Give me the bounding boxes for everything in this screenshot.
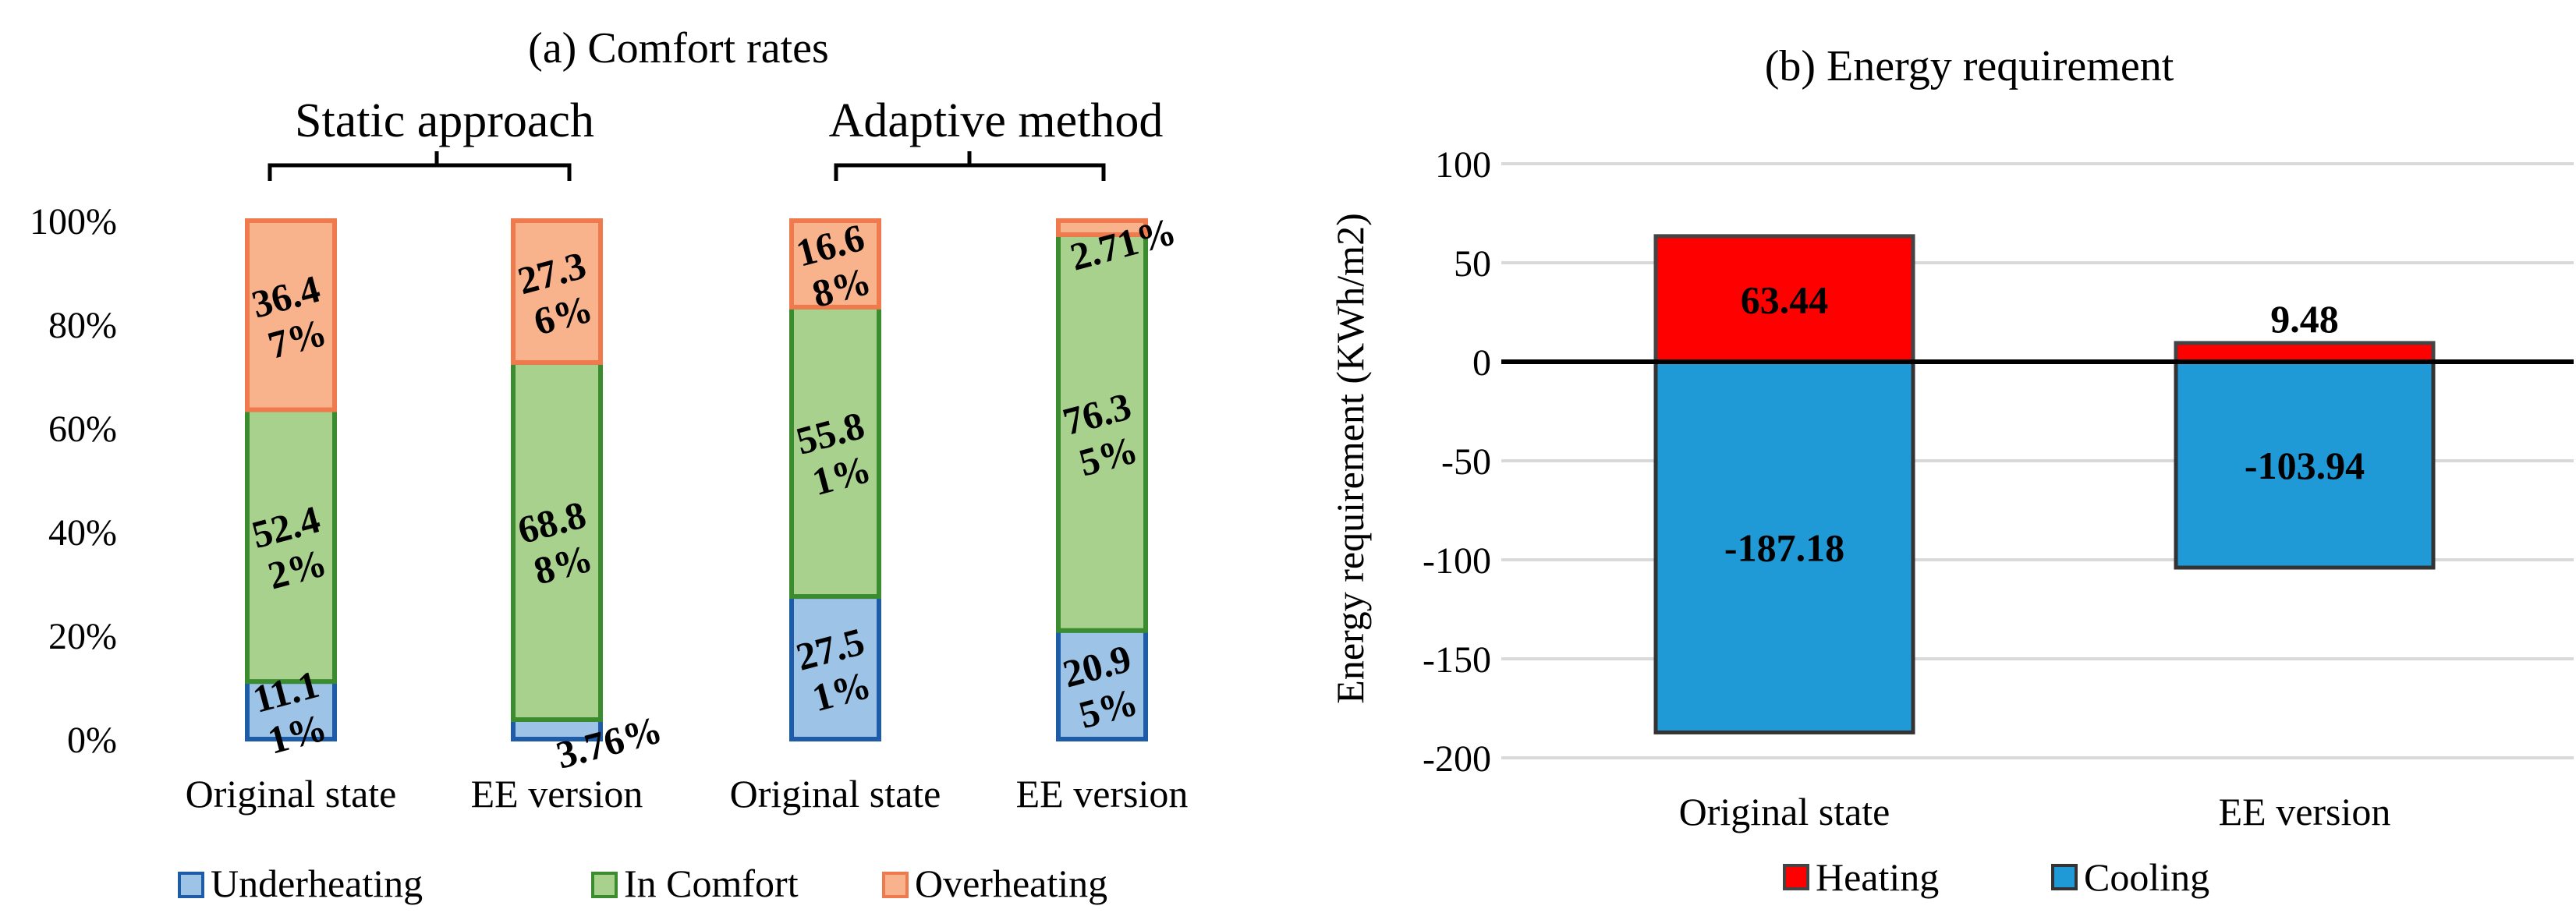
y-tick-label: 20% — [48, 616, 117, 657]
y-tick-label: 100% — [30, 201, 117, 242]
y-axis-ticks: -200 -150 -100 -50 0 50 100 — [1423, 144, 1491, 780]
category-labels: Original state EE version Original state EE… — [186, 772, 1189, 816]
legend-swatch-cooling — [2051, 864, 2078, 890]
bar-segment-overheating — [789, 218, 881, 310]
legend-swatch-heating — [1783, 864, 1809, 890]
category-label-original-state: Original state — [730, 772, 941, 816]
bar-segment-underheating — [1056, 628, 1148, 741]
stacked-bars — [245, 218, 1148, 742]
bar-segment-overheating — [511, 218, 603, 365]
legend: Heating Cooling — [1783, 855, 2209, 899]
data-labels: 11.11%52.42%36.47%3.76%68.88%27.36%27.51… — [247, 209, 1181, 777]
category-label-original-state: Original state — [186, 772, 397, 816]
data-label-heating: 63.44 — [1741, 278, 1829, 321]
comfort-chart-title: (a) Comfort rates — [528, 24, 829, 73]
bar-segment-in-comfort — [1056, 232, 1148, 633]
y-axis-ticks: 0% 20% 40% 60% 80% 100% — [30, 201, 117, 761]
group-bracket-static — [268, 151, 572, 181]
y-tick-label: 40% — [48, 512, 117, 554]
legend-swatch-in-comfort — [591, 872, 618, 898]
y-tick-label: 50 — [1454, 243, 1491, 285]
legend-swatch-overheating — [882, 872, 909, 898]
bar-segment-in-comfort — [245, 407, 337, 685]
energy-requirement-chart: (b) Energy requirement Energy requiremen… — [1328, 42, 2574, 899]
stacked-bars — [1653, 234, 2436, 734]
bar-segment-overheating — [1056, 218, 1148, 237]
group-label-adaptive: Adaptive method — [829, 94, 1164, 147]
energy-chart-title: (b) Energy requirement — [1765, 42, 2174, 90]
legend-label-in-comfort: In Comfort — [624, 862, 799, 905]
y-tick-label: 0 — [1472, 342, 1491, 384]
legend-swatch-underheating — [178, 872, 204, 898]
legend-label-heating: Heating — [1816, 855, 1939, 899]
bar-heating — [2174, 341, 2436, 364]
comfort-rates-chart: (a) Comfort rates Static approach Adapti… — [30, 24, 1188, 905]
y-axis-label: Energy requirement (KWh/m2) — [1328, 213, 1372, 703]
bar-segment-in-comfort — [789, 304, 881, 600]
category-label-ee-version: EE version — [2219, 790, 2391, 833]
legend: Underheating In Comfort Overheating — [178, 862, 1107, 905]
legend-label-underheating: Underheating — [211, 862, 423, 905]
data-labels: 63.44 -187.18 9.48 -103.94 — [1724, 278, 2365, 569]
y-tick-label: -100 — [1423, 540, 1491, 582]
category-labels: Original state EE version — [1679, 790, 2391, 833]
data-label-heating: 9.48 — [2270, 297, 2339, 341]
bar-segment-underheating — [789, 594, 881, 741]
y-tick-label: -200 — [1423, 738, 1491, 780]
bar-segment-underheating — [245, 679, 337, 742]
category-label-ee-version: EE version — [1016, 772, 1189, 816]
legend-label-overheating: Overheating — [915, 862, 1107, 905]
y-tick-label: -50 — [1441, 441, 1491, 483]
bar-segment-overheating — [245, 218, 337, 412]
y-tick-label: 60% — [48, 409, 117, 450]
group-label-static: Static approach — [295, 94, 594, 147]
y-tick-label: 100 — [1435, 144, 1491, 186]
data-label-overheating: 36.47% — [247, 267, 336, 369]
legend-label-cooling: Cooling — [2084, 855, 2209, 899]
category-label-ee-version: EE version — [471, 772, 643, 816]
category-label-original-state: Original state — [1679, 790, 1890, 833]
bar-cooling — [2174, 359, 2436, 570]
bar-heating — [1653, 234, 1915, 364]
y-tick-label: 80% — [48, 305, 117, 346]
group-bracket-adaptive — [834, 151, 1106, 181]
data-label-cooling: -103.94 — [2245, 444, 2365, 487]
y-tick-label: -150 — [1423, 639, 1491, 681]
bar-segment-in-comfort — [511, 359, 603, 722]
y-tick-label: 0% — [67, 720, 117, 761]
data-label-cooling: -187.18 — [1724, 526, 1844, 570]
bar-cooling — [1653, 359, 1915, 734]
